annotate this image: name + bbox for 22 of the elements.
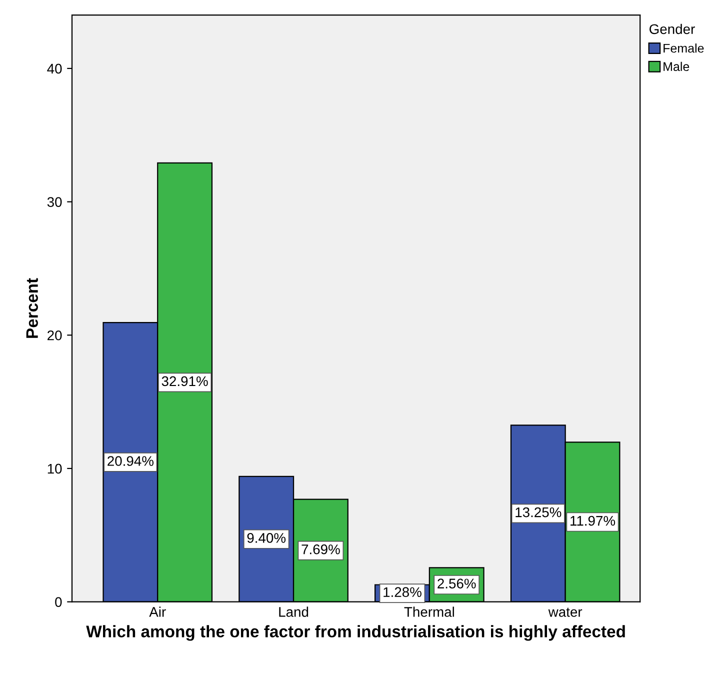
y-tick-label: 10 (48, 464, 62, 474)
legend-label: Male (664, 62, 690, 72)
data-label: 20.94% (108, 456, 154, 466)
data-label: 1.28% (384, 587, 422, 598)
data-label: 13.25% (516, 507, 562, 518)
x-tick-label: Thermal (404, 606, 454, 617)
legend-label: Female (664, 44, 704, 53)
y-tick-label: 0 (55, 597, 62, 607)
data-label: 32.91% (162, 376, 208, 386)
legend-title: Gender (650, 24, 695, 34)
y-tick-label: 40 (47, 64, 62, 74)
x-tick-label: Land (279, 606, 308, 617)
data-label: 9.40% (247, 533, 286, 543)
data-label: 2.56% (438, 578, 476, 588)
x-axis-title: Which among the one factor from industrialisation is highly affected (86, 625, 625, 641)
y-tick-label: 20 (48, 330, 62, 340)
x-tick-label: Air (149, 606, 166, 617)
data-label: 7.69% (302, 544, 340, 554)
y-tick-label: 30 (47, 197, 62, 207)
data-label: 11.97% (570, 516, 616, 526)
y-axis-title: Percent (26, 278, 38, 338)
x-tick-label: water (548, 608, 582, 617)
